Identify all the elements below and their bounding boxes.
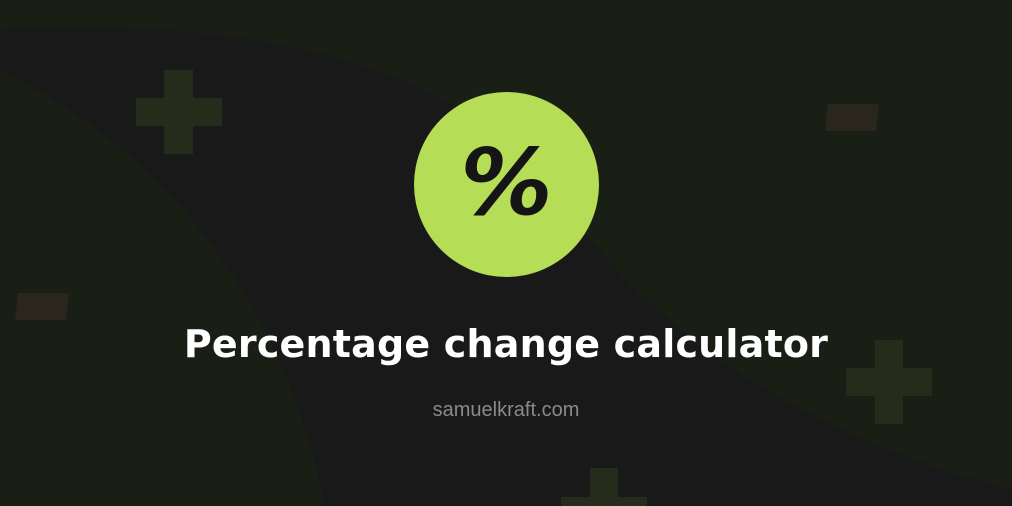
minus-icon: [825, 104, 879, 131]
percent-icon: %: [460, 128, 553, 236]
plus-icon: [136, 70, 222, 154]
site-domain: samuelkraft.com: [432, 399, 580, 421]
page-title: Percentage change calculator: [183, 322, 829, 366]
plus-icon: [561, 468, 647, 506]
plus-icon: [846, 340, 932, 424]
minus-icon: [15, 293, 69, 320]
logo-badge: %: [414, 92, 599, 277]
